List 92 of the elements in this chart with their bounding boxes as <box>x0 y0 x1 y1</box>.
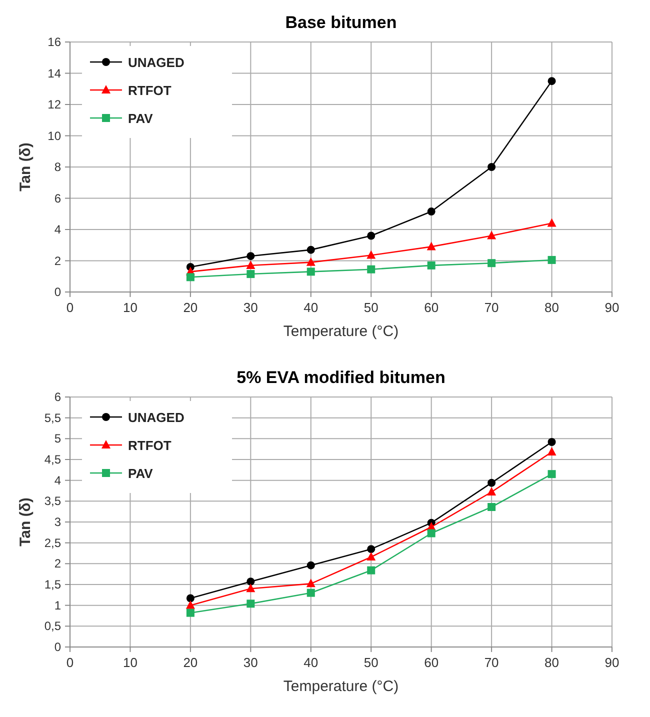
x-tick-label: 10 <box>122 655 138 670</box>
point <box>367 545 376 554</box>
y-tick-label: 0 <box>54 640 62 654</box>
y-tick-label: 14 <box>48 66 62 80</box>
point <box>366 250 376 259</box>
point <box>306 268 315 276</box>
chart-title: Base bitumen <box>285 13 397 32</box>
y-tick-label: 10 <box>48 128 62 143</box>
x-tick-label: 90 <box>604 655 620 670</box>
point <box>306 588 315 597</box>
point <box>487 230 496 240</box>
point <box>427 208 436 216</box>
y-axis-title: Tan (δ) <box>17 498 34 546</box>
x-tick-label: 0 <box>66 300 74 315</box>
point <box>186 594 194 602</box>
legend-label: RTFOT <box>128 83 172 98</box>
x-tick-label: 30 <box>243 300 258 315</box>
point <box>367 566 376 574</box>
point <box>246 578 255 586</box>
y-tick-label: 3,5 <box>44 494 62 508</box>
point <box>427 529 436 538</box>
point <box>246 270 255 278</box>
y-tick-label: 5,5 <box>44 410 62 425</box>
y-tick-label: 2,5 <box>44 536 62 550</box>
legend-label: PAV <box>128 111 154 126</box>
x-axis-title: Temperature (°C) <box>283 678 399 695</box>
point <box>548 256 556 264</box>
point <box>306 578 316 588</box>
legend-label: PAV <box>128 466 154 481</box>
x-axis-title: Temperature (°C) <box>283 323 399 340</box>
point <box>547 447 556 456</box>
x-tick-label: 60 <box>424 655 439 670</box>
y-axis-title: Tan (δ) <box>17 142 34 192</box>
legend-label: RTFOT <box>128 438 172 453</box>
y-tick-label: 0 <box>54 285 62 299</box>
legend-label: UNAGED <box>128 410 184 425</box>
y-tick-label: 4 <box>54 222 62 236</box>
x-tick-label: 80 <box>544 300 560 315</box>
y-tick-label: 1,5 <box>44 578 62 592</box>
point <box>366 552 376 560</box>
x-tick-label: 60 <box>424 300 439 315</box>
point <box>186 608 194 617</box>
y-tick-label: 8 <box>54 160 62 174</box>
point <box>246 252 255 260</box>
x-tick-label: 30 <box>243 655 258 670</box>
x-tick-label: 50 <box>364 655 378 670</box>
x-tick-label: 20 <box>183 300 198 315</box>
point <box>367 232 376 240</box>
point <box>426 242 436 250</box>
x-tick-label: 90 <box>604 300 620 315</box>
x-tick-label: 70 <box>484 300 499 315</box>
point <box>488 259 496 268</box>
point <box>306 257 316 266</box>
y-tick-label: 4,5 <box>44 452 62 466</box>
x-tick-label: 50 <box>364 300 378 315</box>
point <box>427 261 436 270</box>
y-tick-label: 2 <box>54 254 62 268</box>
point <box>547 218 556 227</box>
point <box>488 503 496 511</box>
y-tick-label: 12 <box>48 98 62 112</box>
point <box>186 273 194 282</box>
point <box>548 470 556 478</box>
point <box>488 478 496 487</box>
point <box>548 77 556 86</box>
point <box>306 561 315 570</box>
y-tick-label: 4 <box>54 473 62 488</box>
point <box>548 438 556 446</box>
y-tick-label: 1 <box>54 598 62 612</box>
y-tick-label: 2 <box>54 556 62 571</box>
point <box>246 584 256 592</box>
y-tick-label: 0,5 <box>44 619 62 634</box>
x-tick-label: 80 <box>544 655 560 670</box>
y-tick-label: 5 <box>54 432 62 446</box>
y-tick-label: 6 <box>54 191 62 206</box>
point <box>367 265 376 274</box>
point <box>488 163 496 171</box>
y-tick-label: 16 <box>48 35 62 49</box>
point <box>306 246 315 254</box>
x-tick-label: 70 <box>484 655 499 670</box>
x-tick-label: 10 <box>122 300 138 315</box>
point <box>487 487 496 496</box>
chart-title: 5% EVA modified bitumen <box>236 368 446 387</box>
x-tick-label: 40 <box>304 655 318 670</box>
y-tick-label: 3 <box>54 515 62 529</box>
point <box>246 260 256 269</box>
point <box>186 600 195 609</box>
legend-label: UNAGED <box>128 55 184 70</box>
y-tick-label: 6 <box>54 390 62 404</box>
x-tick-label: 0 <box>66 655 74 670</box>
x-tick-label: 20 <box>183 655 198 670</box>
x-tick-label: 40 <box>304 300 318 315</box>
point <box>246 600 255 608</box>
